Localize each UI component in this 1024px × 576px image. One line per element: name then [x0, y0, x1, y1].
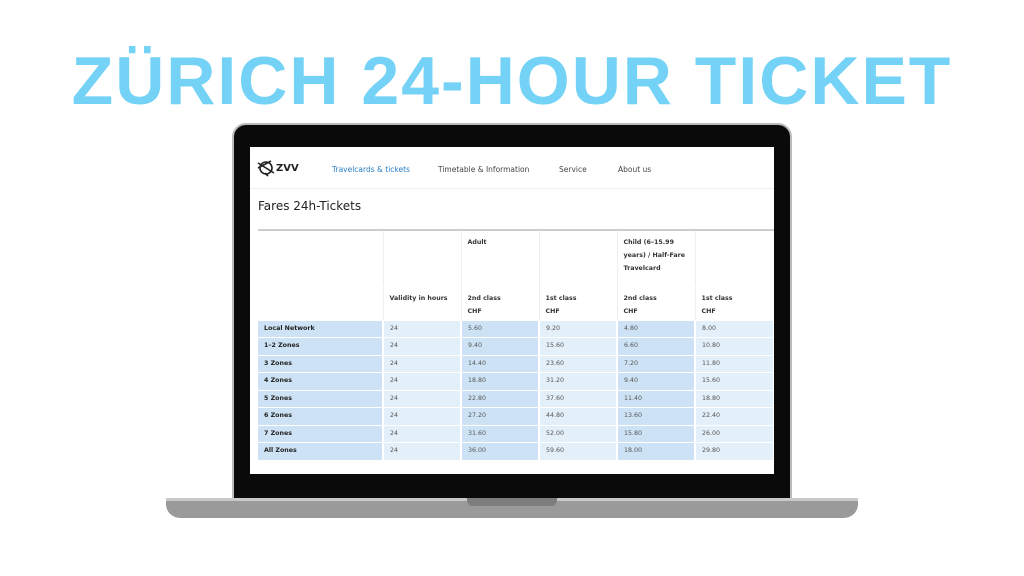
page-title: Fares 24h-Tickets — [258, 199, 362, 213]
header-label: Validity in hours — [389, 294, 448, 302]
table-cell: 36.00 — [461, 442, 540, 461]
header-unit: CHF — [467, 307, 482, 315]
table-cell: 22.40 — [695, 407, 774, 426]
table-cell: 13.60 — [617, 407, 696, 426]
table-cell: 44.80 — [539, 407, 618, 426]
logo-text: ZVV — [276, 162, 299, 174]
table-cell: 24 — [383, 425, 462, 443]
group-header-cell: Child (6–15.99 years) / Half-Fare Travel… — [617, 229, 696, 288]
table-cell: Local Network — [258, 320, 384, 338]
table-row: 3 Zones 24 14.40 23.60 7.20 11.80 — [258, 355, 774, 373]
table-cell: 24 — [383, 355, 462, 373]
column-header-cell: 2nd class CHF — [617, 286, 696, 321]
table-row: 1–2 Zones 24 9.40 15.60 6.60 10.80 — [258, 337, 774, 356]
table-cell: 31.60 — [461, 425, 540, 443]
table-cell: 24 — [383, 407, 462, 426]
table-cell: 26.00 — [695, 425, 774, 443]
table-cell: 5.60 — [461, 320, 540, 338]
laptop-screen: ZVV Travelcards & tickets Timetable & In… — [250, 147, 774, 474]
table-row: Local Network 24 5.60 9.20 4.80 8.00 — [258, 320, 774, 338]
table-cell: 5 Zones — [258, 390, 384, 408]
table-cell: 3 Zones — [258, 355, 384, 373]
table-cell: 23.60 — [539, 355, 618, 373]
table-cell: 31.20 — [539, 372, 618, 391]
table-cell: 24 — [383, 372, 462, 391]
nav-service[interactable]: Service — [559, 165, 587, 174]
table-cell: 18.80 — [461, 372, 540, 391]
table-cell: 8.00 — [695, 320, 774, 338]
table-cell: 6.60 — [617, 337, 696, 356]
table-cell: 7.20 — [617, 355, 696, 373]
column-header-cell: 2nd class CHF — [461, 286, 540, 321]
group-header-cell — [539, 229, 618, 288]
group-header-cell: Adult — [461, 229, 540, 288]
table-cell: 24 — [383, 442, 462, 461]
table-cell: All Zones — [258, 442, 384, 461]
table-row: 5 Zones 24 22.80 37.60 11.40 18.80 — [258, 390, 774, 408]
table-cell: 18.00 — [617, 442, 696, 461]
table-cell: 52.00 — [539, 425, 618, 443]
table-cell: 18.80 — [695, 390, 774, 408]
header-label: 1st class — [545, 294, 577, 302]
table-cell: 4 Zones — [258, 372, 384, 391]
table-cell: 9.40 — [461, 337, 540, 356]
table-cell: 9.40 — [617, 372, 696, 391]
table-cell: 27.20 — [461, 407, 540, 426]
table-cell: 29.80 — [695, 442, 774, 461]
zvv-logo[interactable]: ZVV — [256, 159, 299, 177]
group-header-cell — [383, 229, 462, 288]
group-header-row: Adult Child (6–15.99 years) / Half-Fare T… — [258, 229, 774, 288]
header-label: 2nd class — [623, 294, 657, 302]
fares-table: Adult Child (6–15.99 years) / Half-Fare T… — [258, 229, 774, 461]
table-cell: 59.60 — [539, 442, 618, 461]
table-cell: 14.40 — [461, 355, 540, 373]
group-header-cell — [695, 229, 774, 288]
column-header-cell: 1st class CHF — [695, 286, 774, 321]
table-cell: 37.60 — [539, 390, 618, 408]
header-unit: CHF — [623, 307, 638, 315]
nav-about-us[interactable]: About us — [618, 165, 652, 174]
table-row: 6 Zones 24 27.20 44.80 13.60 22.40 — [258, 407, 774, 426]
table-cell: 7 Zones — [258, 425, 384, 443]
table-cell: 15.60 — [539, 337, 618, 356]
table-cell: 22.80 — [461, 390, 540, 408]
nav-travelcards-tickets[interactable]: Travelcards & tickets — [332, 165, 410, 174]
table-cell: 15.80 — [617, 425, 696, 443]
nav-timetable-information[interactable]: Timetable & Information — [438, 165, 530, 174]
column-header-row: Validity in hours 2nd class CHF 1st class CH… — [258, 286, 774, 321]
column-header-cell: Validity in hours — [383, 286, 462, 321]
column-header-cell — [258, 286, 384, 321]
zvv-logo-icon — [257, 160, 275, 177]
table-cell: 11.40 — [617, 390, 696, 408]
table-row: 7 Zones 24 31.60 52.00 15.80 26.00 — [258, 425, 774, 443]
headline: ZÜRICH 24-HOUR TICKET — [71, 43, 953, 119]
table-row: 4 Zones 24 18.80 31.20 9.40 15.60 — [258, 372, 774, 391]
table-cell: 24 — [383, 390, 462, 408]
header-label: 1st class — [701, 294, 733, 302]
table-row: All Zones 24 36.00 59.60 18.00 29.80 — [258, 442, 774, 461]
group-header-cell — [258, 229, 384, 288]
laptop-notch — [467, 498, 557, 506]
table-cell: 15.60 — [695, 372, 774, 391]
table-cell: 6 Zones — [258, 407, 384, 426]
header-label: 2nd class — [467, 294, 501, 302]
table-cell: 24 — [383, 320, 462, 338]
table-cell: 1–2 Zones — [258, 337, 384, 356]
header-unit: CHF — [701, 307, 716, 315]
top-nav: ZVV Travelcards & tickets Timetable & In… — [250, 147, 774, 189]
header-unit: CHF — [545, 307, 560, 315]
column-header-cell: 1st class CHF — [539, 286, 618, 321]
table-cell: 24 — [383, 337, 462, 356]
table-cell: 10.80 — [695, 337, 774, 356]
table-cell: 11.80 — [695, 355, 774, 373]
table-cell: 9.20 — [539, 320, 618, 338]
table-cell: 4.80 — [617, 320, 696, 338]
